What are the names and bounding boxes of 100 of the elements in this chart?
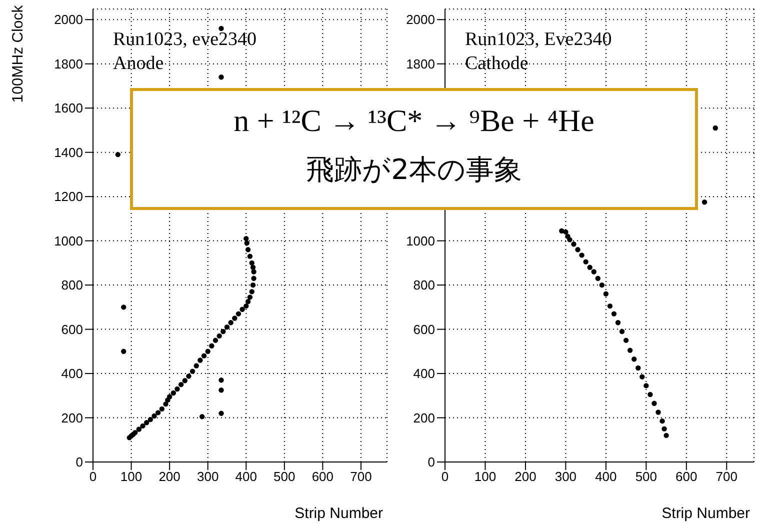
x-tick-label: 300: [554, 469, 577, 484]
point: [244, 236, 249, 242]
y-tick-label: 1200: [54, 189, 83, 204]
point: [615, 320, 621, 326]
x-tick-label: 400: [235, 469, 257, 484]
point: [244, 303, 249, 309]
y-tick-label: 600: [413, 322, 435, 337]
x-tick-label: 600: [312, 469, 334, 484]
annotation: Run1023, Eve2340: [465, 28, 612, 52]
point: [656, 410, 661, 415]
point: [627, 348, 633, 353]
point: [599, 282, 605, 288]
point: [115, 152, 120, 158]
x-axis-title: Strip Number: [294, 505, 384, 522]
point: [198, 358, 203, 363]
point: [144, 420, 150, 426]
y-tick-label: 1400: [54, 144, 83, 160]
point: [159, 406, 165, 412]
y-tick-label: 0: [76, 454, 83, 470]
y-tick-label: 800: [413, 278, 435, 293]
point: [652, 400, 657, 406]
y-tick-label: 1800: [406, 56, 435, 72]
point: [245, 299, 251, 304]
y-tick-label: 800: [61, 278, 83, 293]
y-tick-label: 200: [413, 410, 435, 426]
point: [567, 237, 572, 242]
x-tick-label: 500: [635, 469, 658, 484]
point: [140, 423, 146, 429]
x-tick-label: 400: [595, 469, 617, 484]
point: [571, 242, 576, 247]
x-tick-label: 0: [441, 469, 449, 484]
point: [194, 363, 199, 368]
point: [249, 260, 254, 266]
point: [583, 259, 588, 264]
x-tick-label: 500: [274, 469, 296, 484]
point: [595, 276, 600, 282]
point: [251, 276, 256, 282]
point: [244, 240, 250, 246]
point: [619, 328, 625, 334]
point: [247, 254, 253, 259]
point: [249, 289, 254, 294]
x-tick-label: 100: [120, 469, 142, 484]
point: [607, 303, 613, 309]
point: [563, 229, 568, 235]
point: [220, 328, 226, 334]
point: [251, 269, 256, 274]
point: [702, 200, 708, 205]
y-tick-label: 600: [61, 322, 83, 337]
point: [209, 343, 214, 348]
point: [218, 378, 224, 383]
x-tick-label: 200: [158, 469, 180, 484]
point: [178, 382, 184, 388]
point: [236, 311, 242, 316]
point: [201, 353, 207, 358]
annotation: n + ¹²C → ¹³C* → ⁹Be + ⁴He: [232, 102, 596, 140]
point: [121, 304, 126, 310]
point: [155, 410, 161, 416]
x-tick-label: 600: [676, 469, 698, 484]
point: [591, 269, 596, 274]
point: [587, 264, 592, 270]
y-tick-label: 200: [61, 410, 83, 426]
point: [636, 365, 641, 371]
point: [228, 320, 234, 326]
y-tick-label: 400: [61, 366, 83, 382]
point: [190, 368, 196, 374]
x-tick-label: 0: [89, 469, 97, 484]
y-tick-label: 0: [428, 454, 435, 470]
point: [182, 378, 188, 384]
point: [163, 401, 168, 407]
point: [218, 410, 224, 416]
point: [648, 392, 653, 398]
annotation: Run1023, eve2340: [113, 28, 257, 52]
y-axis-title: 100MHz Clock: [10, 4, 27, 103]
point: [174, 386, 180, 392]
y-tick-label: 1600: [54, 100, 83, 116]
point: [712, 125, 718, 131]
point: [245, 247, 251, 252]
point: [166, 394, 172, 400]
point: [250, 282, 256, 288]
point: [664, 432, 669, 438]
text-box: n + ¹²C → ¹³C* → ⁹Be + ⁴He 飛跡が2本の事象: [130, 88, 698, 210]
point: [240, 306, 245, 312]
x-axis-title: Strip Number: [662, 505, 750, 522]
point: [200, 414, 205, 420]
x-tick-label: 200: [514, 469, 536, 484]
y-tick-label: 1000: [406, 233, 435, 248]
annotation: 飛跡が2本の事象: [305, 152, 523, 188]
x-tick-label: 700: [350, 469, 372, 484]
point: [623, 338, 629, 343]
y-tick-label: 1800: [54, 56, 83, 72]
point: [186, 374, 192, 379]
point: [218, 74, 224, 80]
x-tick-label: 700: [716, 469, 738, 484]
point: [136, 426, 142, 432]
point: [205, 348, 210, 354]
point: [218, 388, 224, 393]
point: [632, 356, 637, 362]
annotation: Anode: [113, 52, 165, 76]
point: [212, 338, 218, 343]
point: [170, 390, 176, 396]
